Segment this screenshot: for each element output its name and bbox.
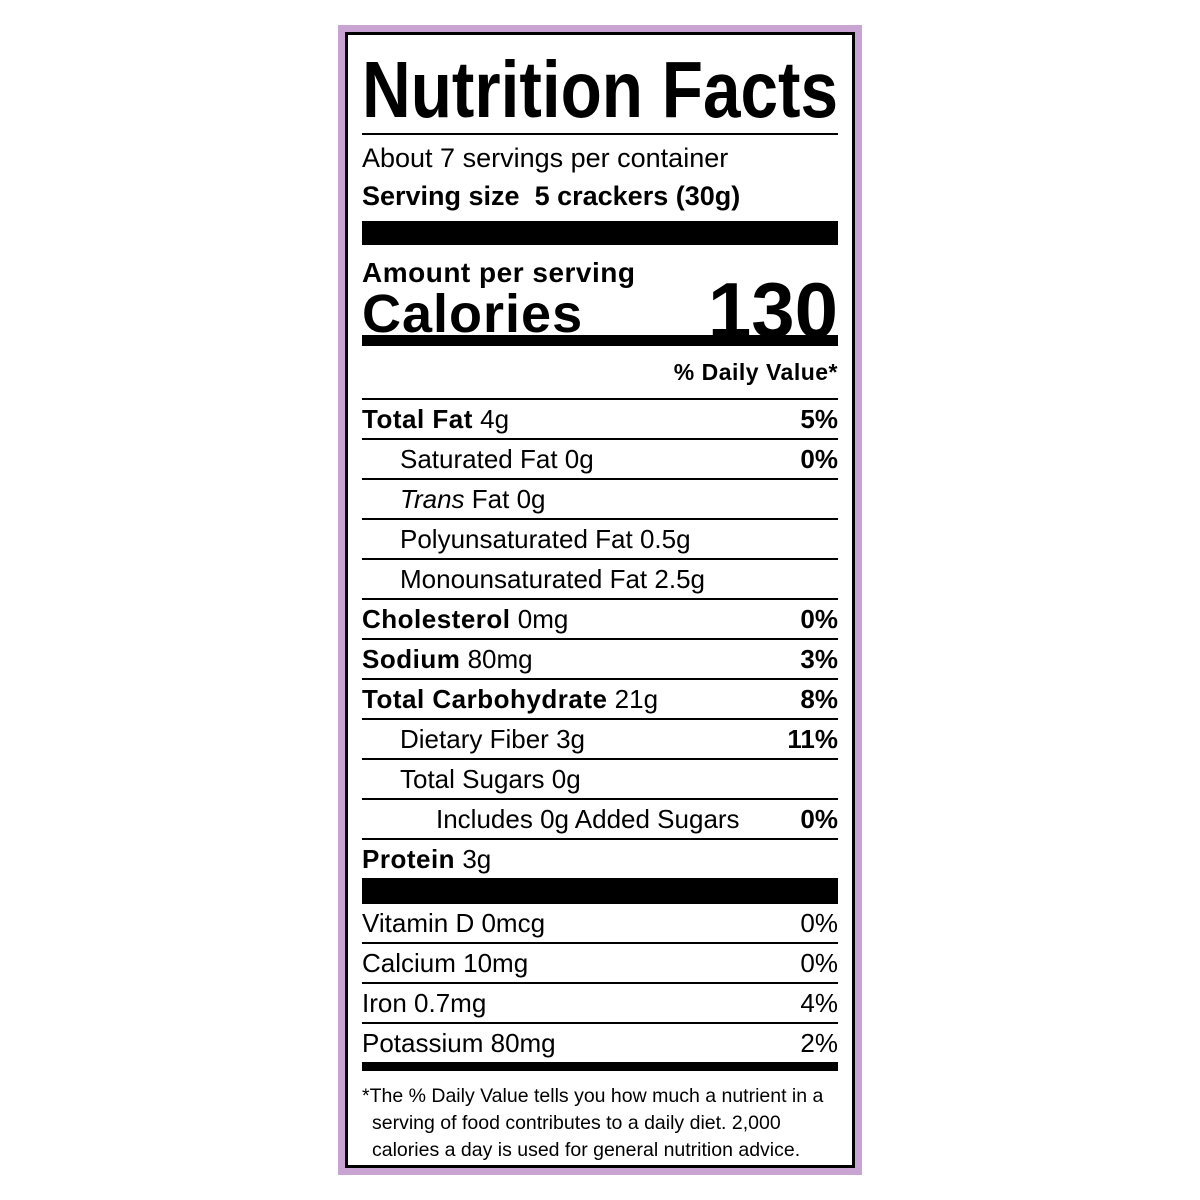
medium-divider: [362, 1062, 838, 1071]
daily-value-header: % Daily Value*: [362, 346, 838, 400]
nutrient-amount: 0g: [564, 443, 594, 474]
nutrient-row: Protein 3g: [362, 840, 838, 878]
nutrient-name: Sodium 80mg: [362, 644, 533, 675]
nutrient-row: Total Sugars 0g: [362, 760, 838, 800]
nutrient-name: Trans Fat 0g: [362, 484, 546, 515]
vitamin-row: Calcium 10mg 0%: [362, 944, 838, 984]
nutrient-daily-value: 8%: [800, 683, 838, 714]
vitamin-name: Vitamin D 0mcg: [362, 907, 546, 938]
nutrient-name: Cholesterol 0mg: [362, 604, 568, 635]
nutrient-name: Polyunsaturated Fat 0.5g: [362, 524, 691, 555]
nutrient-name: Includes 0g Added Sugars: [362, 804, 740, 835]
vitamin-daily-value: 2%: [800, 1027, 838, 1058]
nutrient-label: Cholesterol: [362, 603, 511, 634]
serving-size-value: 5 crackers (30g): [534, 181, 741, 211]
nutrient-row: Cholesterol 0mg 0%: [362, 600, 838, 640]
serving-size: Serving size 5 crackers (30g): [362, 177, 838, 215]
vitamin-daily-value: 0%: [800, 947, 838, 978]
nutrient-amount: 3g: [556, 723, 585, 754]
nutrient-row: Includes 0g Added Sugars 0%: [362, 800, 838, 840]
nutrient-amount: 21g: [614, 683, 659, 714]
divider: [362, 133, 838, 135]
nutrient-name: Monounsaturated Fat 2.5g: [362, 564, 705, 595]
nutrient-daily-value: 11%: [787, 723, 838, 754]
nutrient-row: Total Fat 4g 5%: [362, 400, 838, 440]
label-frame: Nutrition Facts About 7 servings per con…: [338, 25, 862, 1175]
footnote: *The % Daily Value tells you how much a …: [362, 1083, 838, 1164]
footnote-line: *The % Daily Value tells you how much a …: [362, 1085, 824, 1107]
nutrient-amount: 4g: [480, 403, 510, 434]
nutrient-name: Dietary Fiber 3g: [362, 724, 585, 755]
vitamin-row: Iron 0.7mg 4%: [362, 984, 838, 1024]
nutrient-label: Total Sugars: [400, 763, 545, 794]
nutrient-label: Saturated Fat: [400, 443, 558, 474]
nutrient-row: Monounsaturated Fat 2.5g: [362, 560, 838, 600]
nutrient-amount: 0mg: [517, 603, 569, 634]
nutrient-amount: 0g: [551, 763, 581, 794]
nutrient-label: Monounsaturated Fat: [400, 563, 648, 594]
nutrient-daily-value: 0%: [800, 603, 838, 634]
calories-label: Calories: [362, 284, 584, 344]
vitamin-row: Vitamin D 0mcg 0%: [362, 904, 838, 944]
nutrient-amount: 3g: [462, 843, 492, 874]
vitamin-name: Potassium 80mg: [362, 1027, 556, 1058]
nutrient-daily-value: 5%: [800, 403, 838, 434]
nutrient-label: Dietary Fiber: [400, 723, 549, 754]
nutrient-row: Polyunsaturated Fat 0.5g: [362, 520, 838, 560]
nutrient-name: Protein 3g: [362, 844, 491, 875]
thick-divider: [362, 878, 838, 904]
nutrient-row: Saturated Fat 0g 0%: [362, 440, 838, 480]
servings-per-container: About 7 servings per container: [362, 143, 729, 173]
nutrient-name: Total Fat 4g: [362, 404, 509, 435]
nutrient-label: Protein: [362, 843, 456, 874]
medium-divider: [362, 335, 838, 346]
vitamin-name: Calcium 10mg: [362, 947, 529, 978]
serving-size-label: Serving size: [362, 181, 520, 211]
nutrient-amount: 80mg: [467, 643, 533, 674]
nutrient-row: Total Carbohydrate 21g 8%: [362, 680, 838, 720]
nutrient-daily-value: 0%: [800, 803, 838, 834]
nutrient-label: Trans: [400, 483, 465, 514]
nutrient-name: Total Carbohydrate 21g: [362, 684, 658, 715]
vitamin-daily-value: 4%: [800, 987, 838, 1018]
nutrient-label: Total Carbohydrate: [362, 683, 608, 714]
nutrient-amount: 0g: [516, 483, 546, 514]
calories-value: 130: [707, 266, 838, 354]
nutrient-label-suffix: Fat: [471, 483, 510, 514]
nutrient-daily-value: 0%: [800, 443, 838, 474]
amount-per-serving: Amount per serving: [362, 257, 636, 288]
calories-section: Amount per serving Calories 130: [362, 245, 838, 354]
nutrient-label: Sodium: [362, 643, 461, 674]
nutrient-amount: 2.5g: [654, 563, 705, 594]
nutrient-label: Polyunsaturated Fat: [400, 523, 633, 554]
nutrient-name: Total Sugars 0g: [362, 764, 581, 795]
nutrient-name: Saturated Fat 0g: [362, 444, 594, 475]
vitamin-name: Iron 0.7mg: [362, 987, 487, 1018]
nutrient-daily-value: 3%: [800, 643, 838, 674]
nutrient-list: Total Fat 4g 5% Saturated Fat 0g 0% Trans Fa…: [362, 400, 838, 878]
footnote-line: serving of food contributes to a daily d…: [372, 1112, 781, 1134]
vitamin-list: Vitamin D 0mcg 0% Calcium 10mg 0% Iron 0.7mg…: [362, 904, 838, 1062]
vitamin-row: Potassium 80mg 2%: [362, 1024, 838, 1062]
label-title: Nutrition Facts: [362, 45, 838, 134]
nutrient-label: Includes 0g Added Sugars: [436, 803, 740, 834]
vitamin-daily-value: 0%: [800, 907, 838, 938]
nutrient-row: Sodium 80mg 3%: [362, 640, 838, 680]
nutrient-row: Trans Fat 0g: [362, 480, 838, 520]
nutrition-facts-label: Nutrition Facts About 7 servings per con…: [345, 32, 855, 1168]
footnote-line: calories a day is used for general nutri…: [372, 1139, 801, 1161]
thick-divider: [362, 221, 838, 245]
nutrient-row: Dietary Fiber 3g 11%: [362, 720, 838, 760]
nutrient-amount: 0.5g: [639, 523, 691, 554]
nutrient-label: Total Fat: [362, 403, 473, 434]
